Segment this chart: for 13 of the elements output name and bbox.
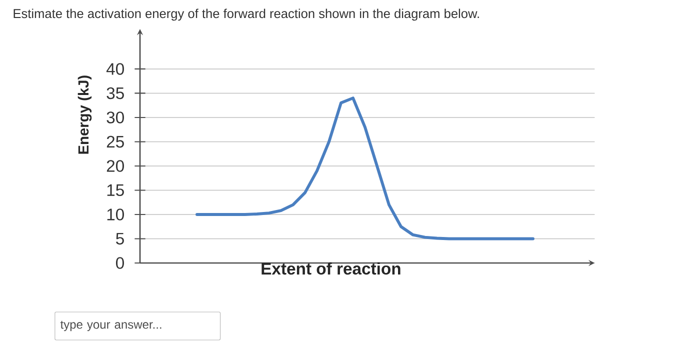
y-tick-label: 25 bbox=[106, 136, 124, 148]
y-tick-label: 30 bbox=[106, 112, 124, 124]
y-tick-label: 10 bbox=[107, 208, 124, 220]
y-tick-label: 35 bbox=[106, 87, 124, 100]
chart-title: Estimate the activation energy of the forward reaction shown in the diagram below. bbox=[14, 8, 479, 21]
y-tick-label: 20 bbox=[106, 160, 124, 172]
y-tick-label: 15 bbox=[107, 184, 124, 196]
y-tick-label: 40 bbox=[106, 63, 124, 75]
text: type your answer... bbox=[60, 320, 162, 332]
y-tick-label: 0 bbox=[116, 257, 124, 269]
y-axis-title: Energy (kJ) bbox=[78, 76, 92, 154]
x-axis-title: Extent of reaction bbox=[262, 262, 400, 275]
y-tick-label: 5 bbox=[116, 232, 124, 245]
